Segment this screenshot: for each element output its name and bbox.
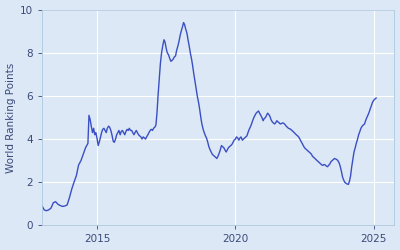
Y-axis label: World Ranking Points: World Ranking Points bbox=[6, 62, 16, 172]
